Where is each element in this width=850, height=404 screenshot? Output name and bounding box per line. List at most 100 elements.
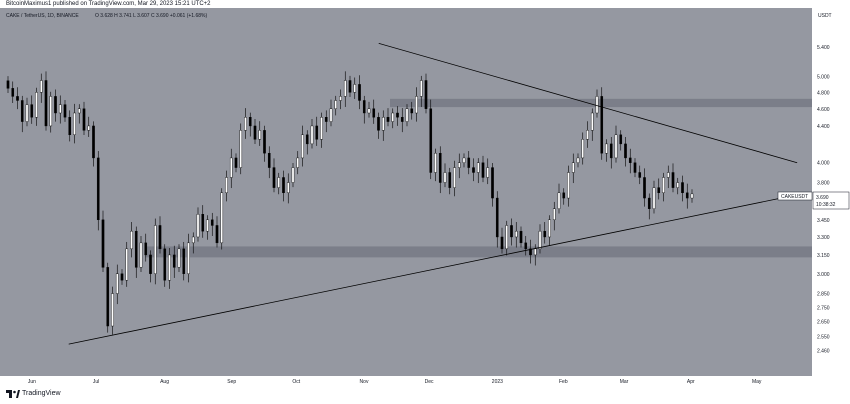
candle <box>590 108 594 141</box>
candle <box>329 99 333 127</box>
candle <box>652 180 656 214</box>
candle <box>628 148 632 174</box>
candle <box>348 75 352 98</box>
candle <box>457 153 461 179</box>
candle <box>73 103 76 144</box>
candle <box>538 224 542 254</box>
plot-panel[interactable] <box>0 8 812 376</box>
candle <box>172 245 176 278</box>
candle <box>191 232 195 254</box>
candle <box>581 132 585 165</box>
chart-area[interactable]: 5.400 5.000 4.800 4.600 4.400 4.000 3.800 3.450… <box>0 8 850 386</box>
candle <box>491 162 494 207</box>
candle <box>638 165 642 185</box>
candle <box>187 233 190 283</box>
time-axis[interactable] <box>0 376 850 386</box>
candle <box>396 106 399 126</box>
tradingview-logo-icon[interactable] <box>6 390 20 398</box>
candle <box>39 73 43 103</box>
candle <box>125 241 129 287</box>
candle <box>609 137 613 169</box>
candle <box>286 173 290 204</box>
candle <box>163 244 167 287</box>
candle <box>434 148 437 182</box>
candle <box>225 170 228 202</box>
price-tick: 4.800 <box>817 90 830 96</box>
symbol-legend[interactable]: CAKE / TetherUS, 1D, BINANCE <box>6 13 79 19</box>
candle <box>571 153 575 184</box>
candle <box>16 87 19 110</box>
time-tick: May <box>752 379 762 385</box>
last-price-label: CAKEUSDT 3.690 10:38:32 <box>777 191 850 210</box>
candle <box>320 112 323 148</box>
time-tick: 2023 <box>492 379 503 385</box>
candle <box>405 104 409 127</box>
candle <box>391 108 395 129</box>
trendline-0[interactable] <box>378 42 798 164</box>
candle <box>567 165 570 207</box>
candle <box>557 183 561 214</box>
candle <box>106 262 110 333</box>
candle <box>239 123 243 175</box>
time-tick: Nov <box>360 379 369 385</box>
price-tick: 4.600 <box>817 107 830 113</box>
candle <box>643 168 646 207</box>
candle <box>586 121 589 148</box>
candle <box>633 158 637 178</box>
ohlc-legend: O 3.628 H 3.741 L 3.607 C 3.690 +0.061 (… <box>95 13 207 19</box>
candle <box>666 165 670 189</box>
candle <box>505 220 509 256</box>
candle <box>253 119 257 144</box>
candle <box>206 215 209 240</box>
candle <box>25 97 29 127</box>
price-tick: 3.450 <box>817 218 830 224</box>
candles-layer <box>6 71 694 335</box>
price-axis-labels: 5.400 5.000 4.800 4.600 4.400 4.000 3.800 3.450… <box>817 45 830 354</box>
candle <box>63 100 67 122</box>
candle <box>134 226 138 278</box>
candle <box>30 95 34 124</box>
trendline-1[interactable] <box>68 196 787 345</box>
candle <box>96 151 100 231</box>
candle <box>229 148 233 189</box>
candle <box>690 189 694 203</box>
candle <box>605 139 608 162</box>
candle <box>82 101 86 136</box>
candle <box>624 137 627 167</box>
candle <box>443 163 447 188</box>
candle <box>196 207 200 242</box>
candle <box>519 226 523 248</box>
candle <box>548 215 551 246</box>
candle <box>6 76 10 94</box>
footer <box>0 386 850 404</box>
candle <box>244 108 247 139</box>
tradingview-brand[interactable]: TradingView <box>22 390 61 397</box>
candle <box>139 235 143 273</box>
candle <box>334 95 338 116</box>
candle <box>220 188 224 250</box>
price-tag <box>812 191 850 210</box>
candle <box>291 162 295 188</box>
candle <box>595 89 599 118</box>
candle <box>115 264 119 305</box>
candle <box>177 244 181 273</box>
candle <box>472 158 475 182</box>
candle <box>343 71 347 107</box>
candle <box>562 188 566 205</box>
price-tick: 2.750 <box>817 305 830 311</box>
candle <box>647 193 651 220</box>
candle <box>58 95 62 124</box>
price-tick: 2.550 <box>817 334 830 340</box>
candle <box>158 216 162 254</box>
candle <box>510 218 513 246</box>
candle <box>144 233 148 262</box>
candle <box>377 112 380 139</box>
publisher-text: BitcoinMaximus1 published on TradingView… <box>6 1 211 7</box>
candle <box>305 130 309 155</box>
candle <box>111 286 114 335</box>
price-tick: 4.000 <box>817 161 830 167</box>
candle <box>248 112 252 137</box>
price-tick: 2.460 <box>817 348 830 354</box>
candle <box>20 95 24 133</box>
